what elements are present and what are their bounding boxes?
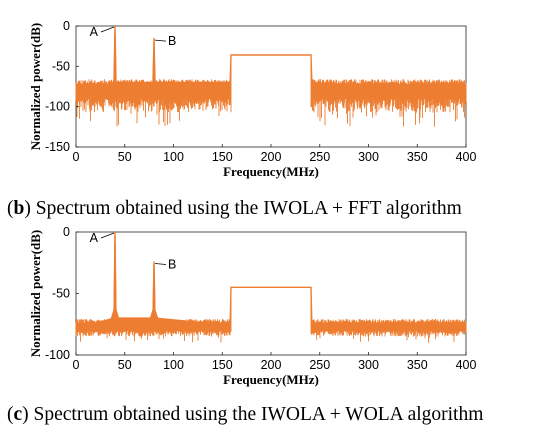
- tone-peak-c-B: [149, 261, 159, 320]
- chart-b: 0 50 100 150 200 250 300 350 400 0 -50 -100 -150 Freq…: [28, 19, 477, 179]
- tone-peak-c-A: [110, 231, 120, 320]
- x-tick-label-c-3: 150: [212, 358, 233, 372]
- x-tick-label-b-8: 400: [456, 150, 477, 164]
- y-tick-label-c-0: 0: [63, 225, 70, 239]
- chart-c: 0 50 100 150 200 250 300 350 400 0 -50 -100 Frequenc…: [28, 225, 477, 387]
- annotation-label-c-B: B: [168, 258, 176, 272]
- annotation-leader-b-B: [154, 39, 167, 42]
- x-tick-label-c-2: 100: [163, 358, 184, 372]
- annotation-leader-c-A: [100, 232, 115, 239]
- annotation-leader-c-B: [154, 263, 167, 265]
- tone-peak-b-A: [110, 25, 120, 89]
- caption-b-text: Spectrum obtained using the IWOLA + FFT …: [30, 198, 462, 219]
- x-tick-label-c-5: 250: [309, 358, 330, 372]
- caption-b: (b) Spectrum obtained using the IWOLA + …: [7, 198, 462, 219]
- x-tick-label-c-8: 400: [456, 358, 477, 372]
- x-axis-label-b: Frequency(MHz): [223, 164, 319, 179]
- caption-c-text: Spectrum obtained using the IWOLA + WOLA…: [28, 404, 484, 425]
- x-tick-label-b-3: 150: [212, 150, 233, 164]
- caption-c-letter: c: [13, 404, 23, 425]
- x-tick-label-c-0: 0: [73, 358, 80, 372]
- tone-peak-b-B: [149, 38, 159, 89]
- x-axis-label-c: Frequency(MHz): [223, 372, 319, 387]
- annotation-label-b-B: B: [168, 34, 176, 48]
- caption-c: (c) Spectrum obtained using the IWOLA + …: [7, 404, 484, 425]
- x-tick-label-b-5: 250: [309, 150, 330, 164]
- y-tick-label-b-1: -50: [52, 59, 70, 73]
- x-tick-label-b-6: 300: [358, 150, 379, 164]
- x-tick-label-b-2: 100: [163, 150, 184, 164]
- y-tick-label-b-0: 0: [63, 19, 70, 33]
- x-tick-label-b-1: 50: [118, 150, 132, 164]
- x-tick-label-c-1: 50: [118, 358, 132, 372]
- y-tick-label-b-2: -100: [45, 100, 70, 114]
- x-tick-label-c-7: 350: [407, 358, 428, 372]
- y-tick-label-c-2: -100: [45, 348, 70, 362]
- y-tick-label-b-3: -150: [45, 140, 70, 154]
- caption-b-letter: b: [13, 198, 25, 219]
- x-tick-label-c-6: 300: [358, 358, 379, 372]
- y-tick-label-c-1: -50: [52, 287, 70, 301]
- x-tick-label-b-4: 200: [261, 150, 282, 164]
- y-axis-label-c: Normalized power(dB): [28, 230, 43, 357]
- annotation-leader-b-A: [100, 26, 115, 33]
- y-axis-label-b: Normalized power(dB): [28, 23, 43, 150]
- annotation-label-b-A: A: [90, 25, 99, 39]
- x-tick-label-b-0: 0: [73, 150, 80, 164]
- annotation-label-c-A: A: [90, 231, 99, 245]
- x-tick-label-b-7: 350: [407, 150, 428, 164]
- x-tick-label-c-4: 200: [261, 358, 282, 372]
